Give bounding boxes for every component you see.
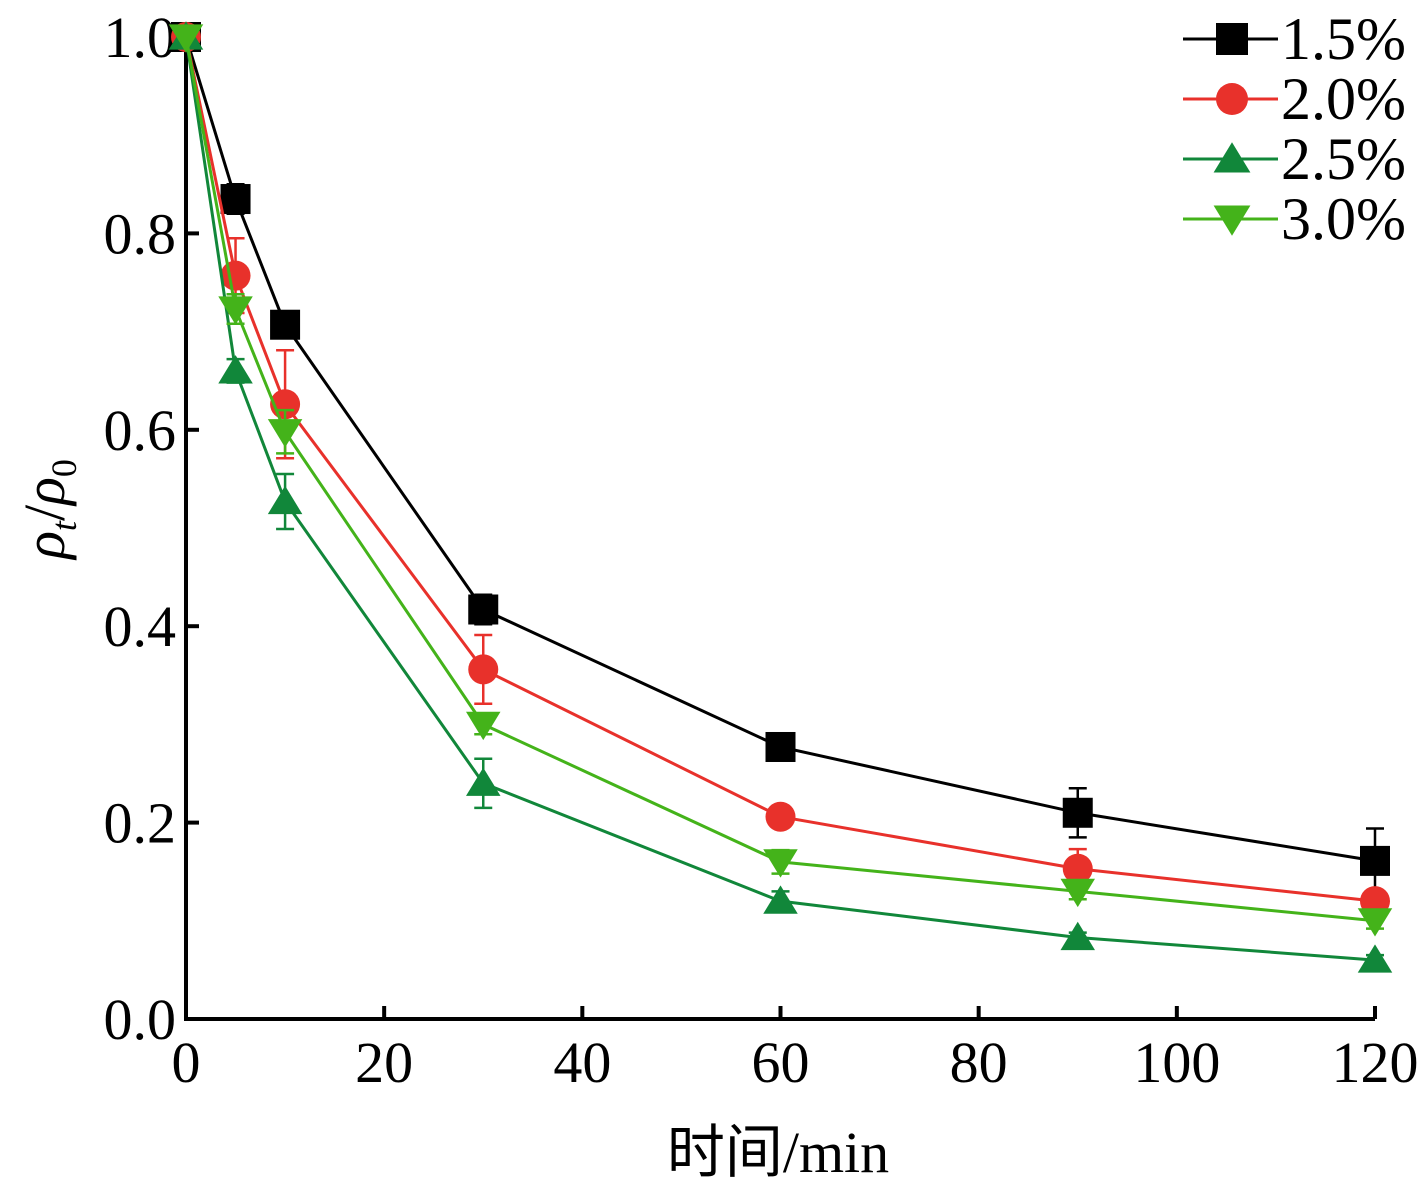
x-tick-label: 40 [553, 1030, 611, 1095]
legend-marker [1216, 83, 1248, 115]
legend-marker [1213, 205, 1251, 236]
legend-item: 2.0% [1183, 66, 1406, 132]
legend-marker [1216, 23, 1248, 55]
data-point [267, 485, 303, 515]
y-tick-label: 0.4 [104, 594, 177, 659]
data-point [218, 355, 253, 384]
data-point [468, 654, 499, 685]
data-point [168, 24, 204, 53]
data-point [763, 885, 798, 914]
y-tick-label: 0.8 [104, 201, 177, 266]
data-point [1357, 908, 1393, 937]
x-axis-title: 时间/min [667, 1120, 889, 1181]
y-axis-title-rho-0: ρ [12, 477, 77, 507]
data-point [1062, 797, 1093, 828]
legend-label: 2.0% [1281, 66, 1406, 132]
data-point [1357, 944, 1393, 973]
data-point [1060, 921, 1095, 951]
y-tick-label: 0.2 [104, 791, 177, 856]
data-point [1360, 845, 1390, 876]
y-axis-title-rho-t: ρ [12, 531, 77, 561]
data-point [763, 849, 798, 878]
svg-text:ρt/ρ0: ρt/ρ0 [12, 459, 84, 561]
data-point [468, 594, 499, 625]
y-axis-title: ρt/ρ0 [12, 459, 84, 561]
x-tick-label: 20 [355, 1030, 413, 1095]
y-tick-label: 0.6 [104, 398, 177, 463]
data-point [466, 711, 501, 741]
x-tick-label: 80 [950, 1030, 1008, 1095]
legend-label: 1.5% [1281, 6, 1406, 72]
data-point [220, 184, 251, 215]
legend: 1.5%2.0%2.5%3.0% [1183, 6, 1406, 252]
data-point [466, 767, 501, 796]
data-point [765, 731, 796, 762]
data-point [270, 309, 301, 340]
y-axis-title-slash: / [12, 504, 77, 521]
series-3 [168, 24, 1393, 937]
data-point [1062, 853, 1093, 884]
x-tick-label: 0 [172, 1030, 201, 1095]
legend-item: 1.5% [1183, 6, 1406, 72]
legend-label: 2.5% [1281, 126, 1406, 192]
ticks: 0 20 40 60 80 100 120 0.0 0.2 0.4 0.6 0.8 1.0 [104, 5, 1417, 1095]
y-tick-label: 1.0 [104, 5, 177, 70]
y-axis-title-sub-t: t [44, 520, 84, 531]
x-tick-label: 120 [1332, 1030, 1417, 1095]
series-1 [171, 22, 1390, 917]
series-line [184, 36, 1376, 903]
y-axis-title-sub-0: 0 [44, 459, 84, 477]
x-tick-label: 60 [752, 1030, 810, 1095]
legend-label: 3.0% [1281, 186, 1406, 252]
y-tick-label: 0.0 [104, 987, 177, 1052]
series-2 [168, 21, 1393, 973]
series-line [184, 36, 1376, 923]
data-point [1060, 878, 1095, 908]
data-point [218, 296, 253, 325]
legend-marker [1213, 142, 1251, 173]
data-point [267, 419, 303, 448]
series-0 [171, 22, 1390, 895]
legend-item: 3.0% [1183, 186, 1406, 252]
x-tick-label: 100 [1133, 1030, 1220, 1095]
data-point [765, 801, 796, 832]
data-point [220, 260, 251, 291]
series-layer [168, 21, 1393, 973]
legend-item: 2.5% [1183, 126, 1406, 192]
